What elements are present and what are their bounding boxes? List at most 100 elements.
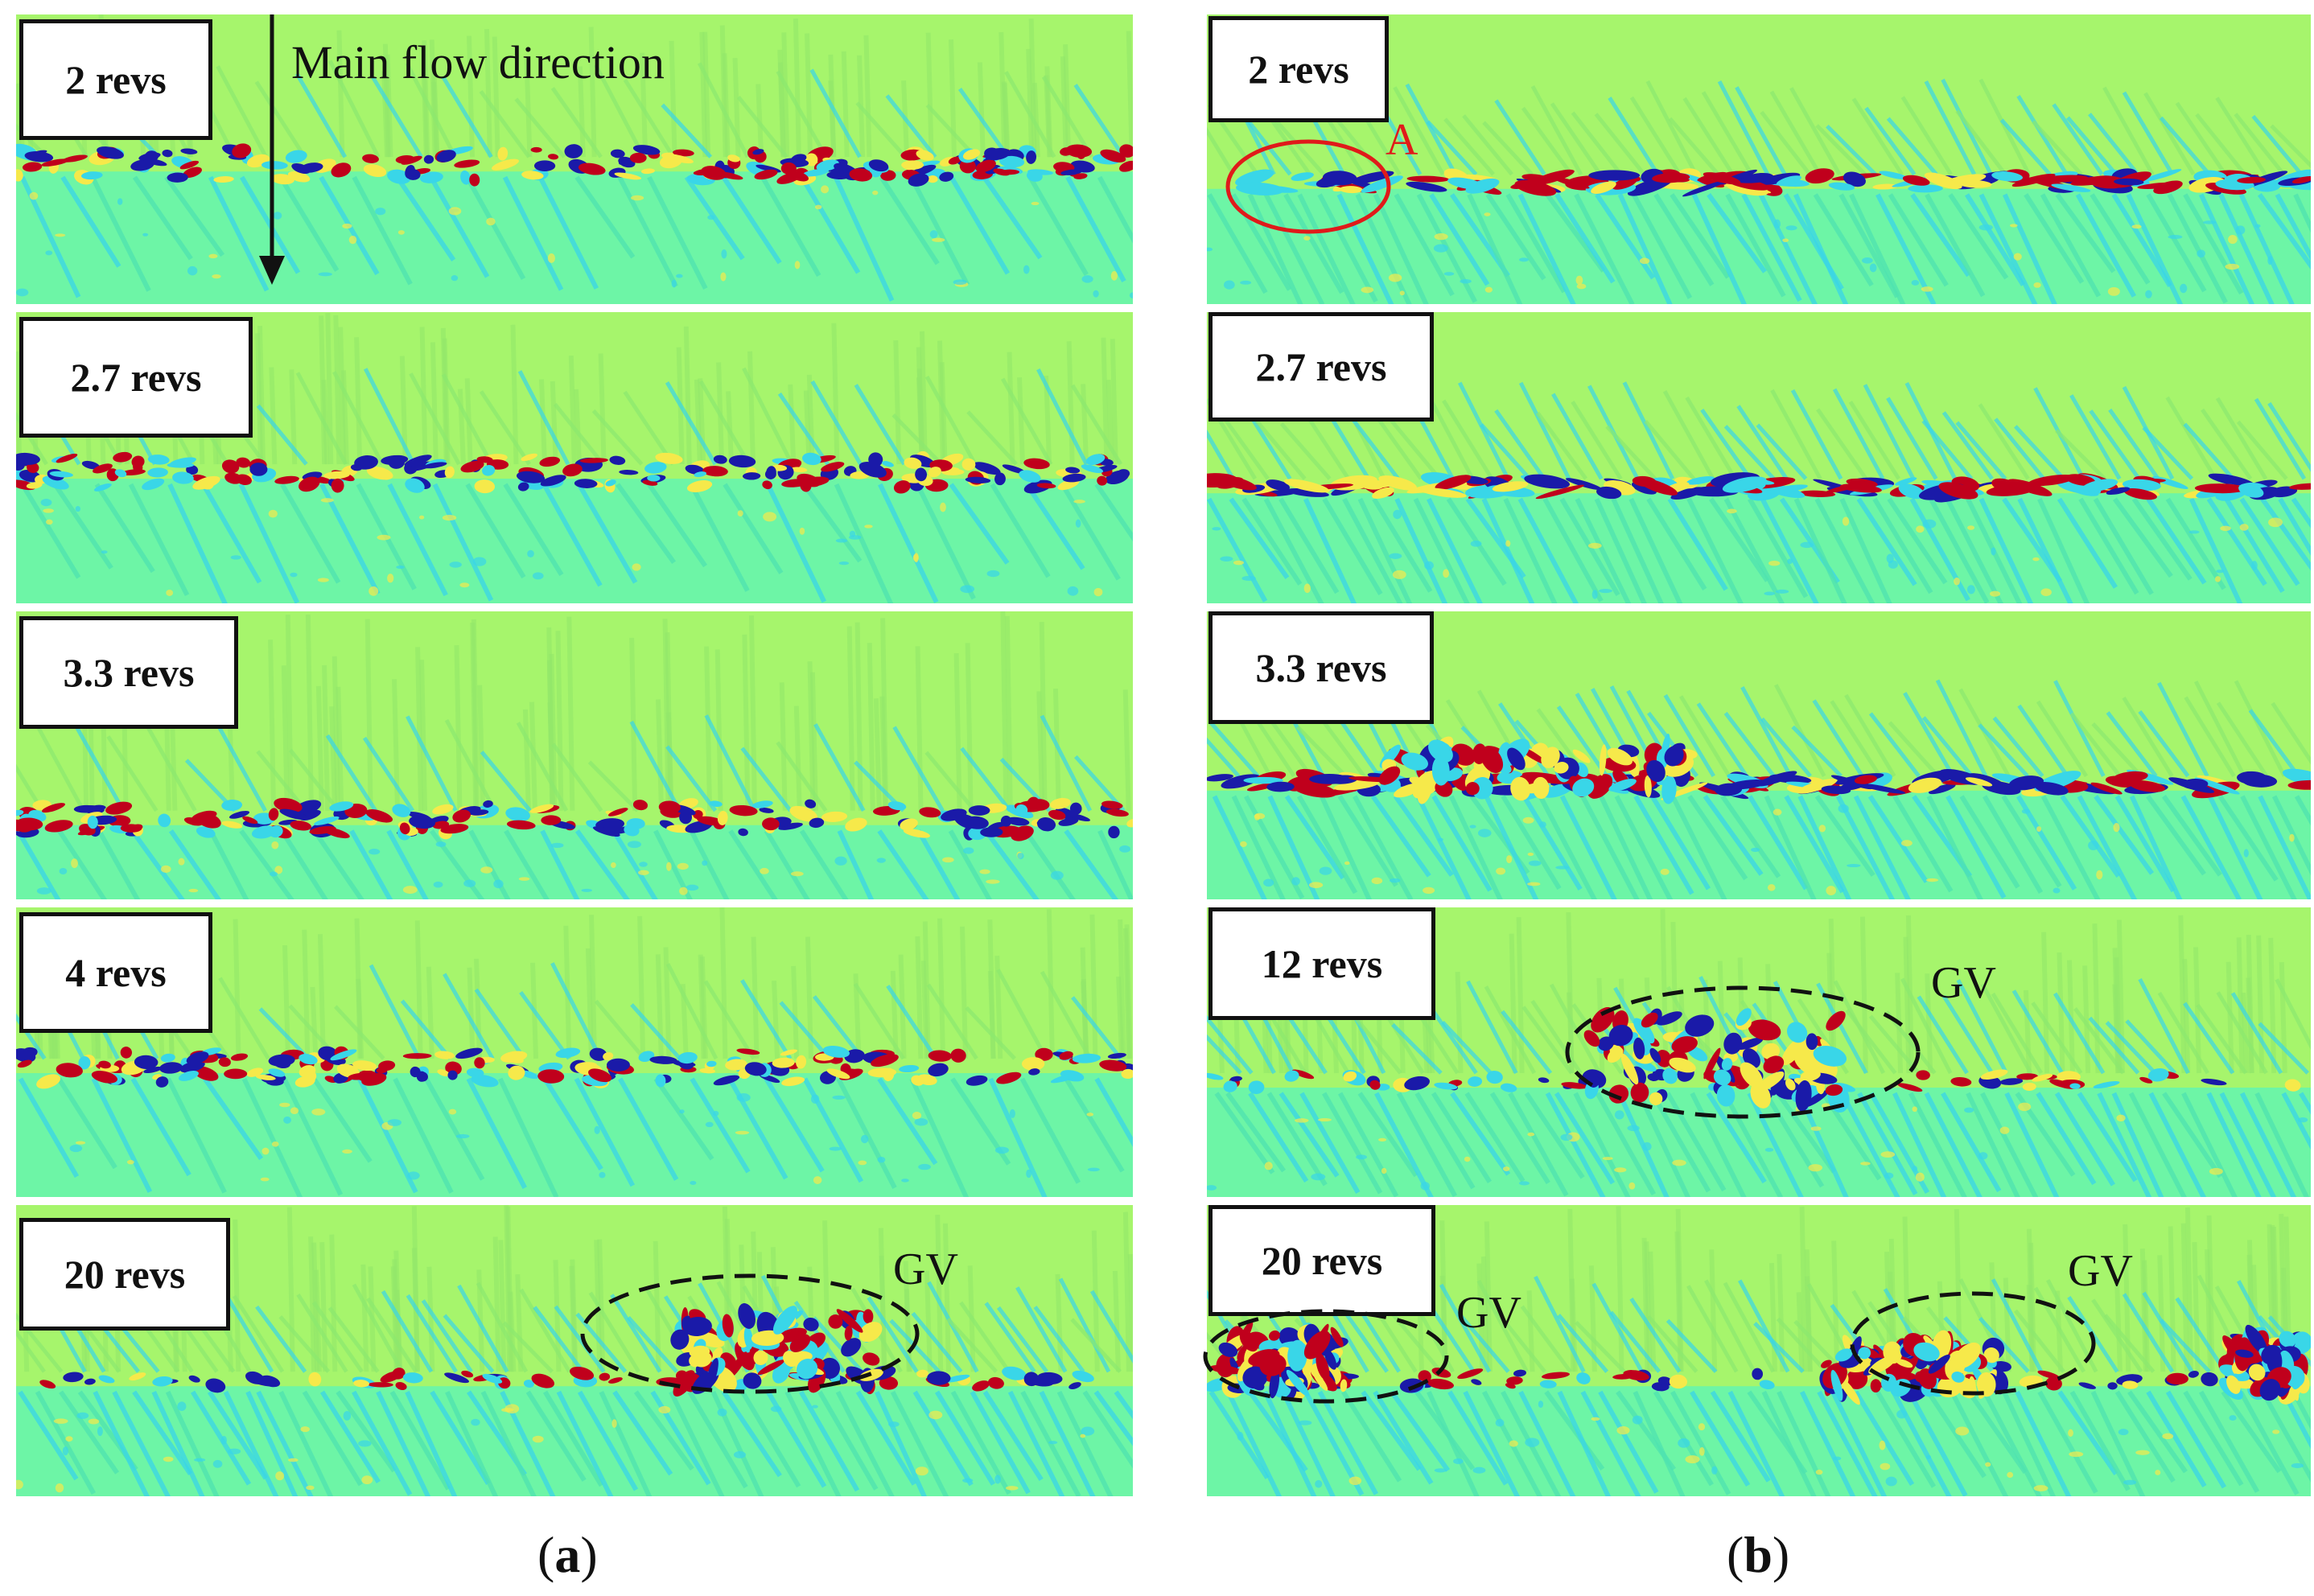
diagonal-wake-lower [983, 829, 1040, 899]
vortex-mark [469, 173, 480, 187]
vortex-mark [592, 826, 620, 837]
wake-streak [1925, 973, 1933, 1074]
speck-mark [518, 877, 530, 881]
diagonal-wake-lower [1214, 1092, 1275, 1174]
diagonal-wake [2275, 978, 2311, 1051]
diagonal-wake-lower [430, 1390, 491, 1486]
wake-streak [233, 1219, 241, 1372]
vortex-mark [229, 810, 250, 819]
diagonal-wake-lower [765, 483, 827, 603]
wake-streak [498, 1240, 507, 1372]
vortex-mark [402, 1372, 423, 1384]
diagonal-wake [2267, 401, 2311, 472]
speck-mark [1525, 1438, 1540, 1447]
vortex-mark [1027, 170, 1043, 182]
speck-mark [1978, 1152, 1988, 1160]
wake-streak [2139, 1248, 2148, 1372]
speck-mark [163, 1456, 174, 1462]
wake-streak [2184, 1207, 2193, 1372]
diagonal-wake [232, 1294, 285, 1373]
diagonal-wake-lower [1357, 497, 1413, 603]
vortex-mark [1292, 782, 1337, 798]
gap-vortex-mark [1401, 752, 1428, 771]
vortex-mark [973, 462, 1001, 475]
diagonal-wake-lower [1060, 483, 1121, 581]
speck-mark [448, 207, 462, 216]
vortex-mark [2166, 1372, 2188, 1385]
speck-mark [261, 1147, 270, 1155]
speck-mark [877, 1156, 886, 1163]
vortex-mark [1097, 475, 1108, 486]
diagonal-wake [1717, 80, 1770, 175]
speck-mark [2033, 1485, 2048, 1491]
speck-mark [960, 585, 975, 594]
wake-streak [515, 1274, 524, 1372]
vortex-mark [492, 158, 520, 171]
vortex-mark [1434, 1082, 1458, 1090]
diagonal-wake [2138, 710, 2190, 778]
speck-mark [358, 1440, 372, 1447]
speck-mark [1495, 1418, 1505, 1427]
speck-mark [1119, 845, 1131, 853]
diagonal-wake-lower [1427, 497, 1483, 603]
vortex-mark [928, 1050, 952, 1062]
speck-mark [45, 250, 53, 256]
diagonal-wake-lower [1231, 795, 1286, 899]
speck-mark [594, 1125, 600, 1134]
vortex-mark [686, 480, 713, 492]
vortex-mark [1612, 177, 1637, 190]
diagonal-wake-lower [1337, 1092, 1399, 1197]
diagonal-wake [1254, 419, 1307, 480]
wake-streak [998, 31, 1007, 158]
wake-streak [2192, 1242, 2201, 1372]
diagonal-wake [996, 969, 1048, 1060]
diagonal-wake-lower [464, 175, 526, 280]
diagonal-wake-lower [2060, 795, 2121, 878]
vortex-mark [521, 453, 538, 462]
diagonal-wake-lower [1207, 193, 1268, 294]
diagonal-wake-lower [1929, 497, 1990, 603]
vortex-mark [279, 808, 307, 820]
wake-streak [748, 615, 757, 811]
diagonal-wake [703, 980, 756, 1060]
diagonal-wake-lower [2037, 1390, 2098, 1494]
vortex-mark [1535, 484, 1584, 500]
speck-mark [1842, 516, 1850, 526]
vortex-mark [736, 1048, 760, 1055]
vortex-mark [444, 1372, 470, 1384]
vortex-mark [2129, 780, 2166, 792]
vortex-mark [1924, 172, 1962, 190]
speck-mark [686, 884, 699, 891]
diagonal-wake [369, 964, 422, 1060]
diagonal-wake [1646, 1314, 1698, 1373]
speck-mark [1527, 1132, 1535, 1137]
speck-mark [1460, 278, 1472, 284]
diagonal-wake-lower [2260, 1390, 2311, 1483]
diagonal-wake-lower [389, 1390, 451, 1491]
vortex-mark [2106, 487, 2131, 496]
vortex-mark [2201, 1372, 2218, 1387]
diagonal-wake [2215, 97, 2267, 176]
diagonal-wake [1391, 1022, 1443, 1075]
speck-mark [940, 502, 946, 512]
diagonal-wake-lower [1262, 1390, 1317, 1496]
diagonal-wake-lower [336, 1390, 397, 1473]
vortex-mark [665, 154, 694, 164]
diagonal-wake-lower [2217, 795, 2279, 882]
speck-mark [994, 1475, 1001, 1484]
vortex-mark [564, 144, 583, 158]
vortex-mark [965, 476, 991, 483]
vortex-mark [39, 1380, 56, 1389]
speck-mark [1308, 882, 1324, 888]
vortex-mark [694, 471, 706, 478]
diagonal-wake-lower [59, 1390, 120, 1475]
caption-a: (a) [537, 1525, 598, 1585]
vortex-mark [961, 458, 976, 471]
diagonal-wake [629, 720, 681, 812]
vortex-mark [1552, 176, 1590, 189]
vorticity-field [16, 313, 1133, 603]
diagonal-wake-lower [1653, 193, 1715, 286]
speck-mark [1093, 587, 1103, 597]
diagonal-wake [2122, 1293, 2175, 1373]
speck-mark [1954, 577, 1960, 586]
